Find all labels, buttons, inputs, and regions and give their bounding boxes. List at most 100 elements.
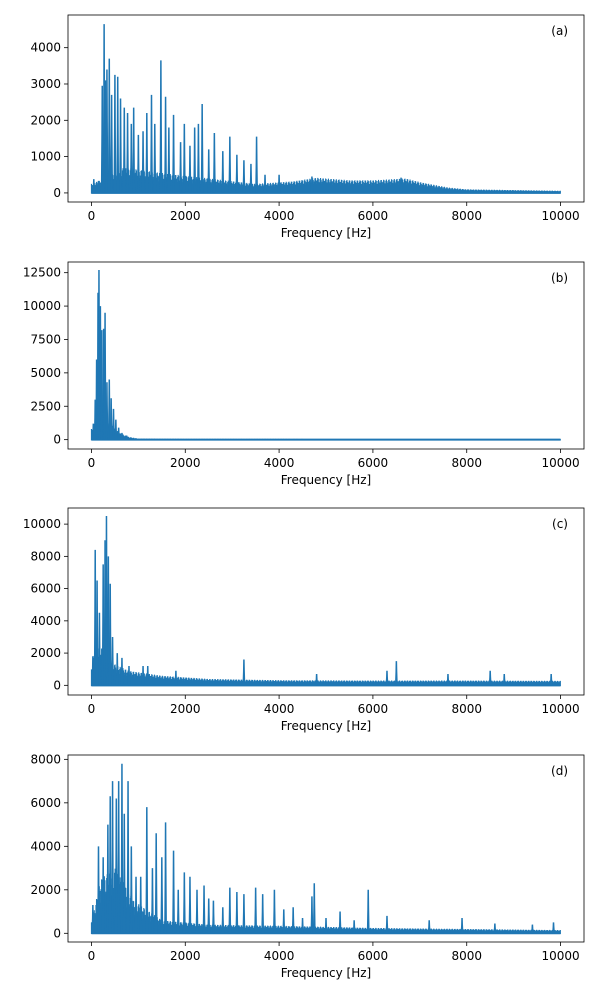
- axes-frame-0: [67, 14, 585, 203]
- series-peak-3-29: [235, 891, 239, 934]
- y-tick-label-0-1: 1000: [30, 150, 61, 164]
- y-tick-label-2-5: 10000: [23, 517, 61, 531]
- y-tick-label-1-5: 12500: [23, 266, 61, 280]
- series-peak-3-5: [111, 781, 114, 934]
- series-peak-3-14: [145, 807, 149, 934]
- chart-panel-3: 0 2000 4000 6000 8000 10000 0 2000 4000 6000 8000 F…: [30, 752, 585, 980]
- series-peak-2-17: [315, 674, 319, 686]
- panel-tag-0: (a): [551, 24, 568, 38]
- x-tick-label-2-0: 0: [88, 702, 96, 716]
- series-peak-2-7: [106, 556, 110, 686]
- series-peak-3-44: [427, 920, 431, 934]
- series-peak-0-19: [153, 123, 157, 193]
- series-peak-2-4: [101, 564, 105, 686]
- series-peak-3-21: [182, 872, 186, 934]
- series-peak-3-36: [301, 918, 304, 934]
- series-peak-3-4: [108, 796, 112, 934]
- series-peak-1-15: [120, 432, 124, 440]
- series-peak-0-40: [310, 176, 314, 193]
- series-peak-1-0: [91, 423, 95, 440]
- axes-frame-1: [67, 261, 585, 450]
- series-peak-3-37: [310, 896, 314, 934]
- series-peak-3-32: [261, 894, 265, 934]
- x-tick-label-0-5: 10000: [541, 209, 579, 223]
- series-peak-1-8: [103, 312, 107, 440]
- series-peak-2-3: [98, 612, 101, 686]
- series-peak-0-0: [92, 179, 96, 193]
- series-group-0-0: [90, 24, 561, 194]
- series-peak-2-9: [111, 636, 114, 686]
- x-tick-label-0-0: 0: [88, 209, 96, 223]
- x-axis-label-1: Frequency [Hz]: [281, 473, 372, 487]
- y-tick-label-1-4: 10000: [23, 299, 61, 313]
- series-peak-3-6: [114, 798, 118, 934]
- y-tick-label-2-2: 4000: [30, 614, 61, 628]
- series-peak-0-6: [107, 58, 111, 193]
- series-peak-2-14: [146, 665, 150, 686]
- series-peak-3-7: [117, 781, 121, 934]
- series-peak-0-27: [193, 127, 197, 193]
- series-peak-0-9: [116, 76, 120, 193]
- x-tick-label-1-4: 8000: [451, 456, 482, 470]
- y-tick-label-0-2: 2000: [30, 113, 61, 127]
- series-peak-3-41: [352, 920, 356, 934]
- series-peak-0-37: [255, 136, 258, 193]
- series-peak-3-16: [154, 833, 158, 934]
- series-peak-3-2: [101, 857, 105, 934]
- series-peak-3-42: [366, 889, 370, 934]
- series-peak-3-23: [195, 889, 199, 934]
- series-peak-0-31: [212, 133, 216, 193]
- series-peak-3-26: [212, 900, 215, 934]
- series-peak-0-36: [249, 163, 253, 193]
- series-peak-0-28: [197, 123, 200, 193]
- x-tick-label-2-5: 10000: [541, 702, 579, 716]
- series-peak-3-24: [202, 885, 206, 934]
- y-tick-label-2-4: 8000: [30, 549, 61, 563]
- series-peak-3-46: [493, 923, 497, 934]
- chart-panel-2: 0 2000 4000 6000 8000 10000 0 2000 4000 6000 8000 1…: [23, 507, 585, 733]
- series-peak-2-0: [91, 656, 95, 686]
- y-tick-label-3-3: 6000: [30, 796, 61, 810]
- series-peak-0-18: [150, 94, 153, 193]
- x-tick-label-1-0: 0: [88, 456, 96, 470]
- x-tick-label-1-1: 2000: [170, 456, 201, 470]
- series-peak-0-1: [97, 180, 100, 193]
- series-peak-0-26: [188, 145, 192, 193]
- y-tick-label-1-3: 7500: [30, 332, 61, 346]
- series-peak-0-5: [105, 69, 109, 193]
- series-peak-1-13: [114, 419, 118, 440]
- axes-frame-3: [67, 754, 585, 943]
- y-tick-label-1-2: 5000: [30, 366, 61, 380]
- series-peak-0-14: [132, 107, 136, 193]
- x-tick-label-0-2: 4000: [264, 209, 295, 223]
- series-peak-2-10: [115, 653, 119, 686]
- y-tick-label-2-3: 6000: [30, 582, 61, 596]
- y-tick-label-0-4: 4000: [30, 41, 61, 55]
- series-peak-3-39: [324, 918, 328, 934]
- series-peak-0-41: [399, 177, 403, 193]
- x-tick-label-1-3: 6000: [358, 456, 389, 470]
- series-peak-3-11: [129, 846, 133, 934]
- series-group-1-0: [90, 270, 561, 441]
- y-tick-label-2-0: 0: [53, 678, 61, 692]
- series-peak-0-16: [141, 131, 145, 193]
- series-peak-3-17: [160, 857, 164, 934]
- x-tick-label-0-4: 8000: [451, 209, 482, 223]
- series-peak-3-15: [151, 868, 154, 934]
- series-peak-3-12: [134, 876, 138, 934]
- series-peak-0-21: [164, 96, 167, 193]
- series-peak-3-43: [385, 915, 389, 934]
- series-peak-0-23: [172, 114, 175, 193]
- series-peak-0-24: [179, 142, 182, 193]
- series-peak-3-1: [97, 846, 100, 934]
- series-peak-3-45: [460, 918, 464, 934]
- series-peak-0-17: [145, 113, 149, 193]
- series-peak-3-13: [139, 876, 143, 934]
- series-peak-3-38: [312, 883, 316, 934]
- series-peak-3-3: [106, 824, 110, 934]
- x-tick-label-2-1: 2000: [170, 702, 201, 716]
- series-peak-0-38: [263, 174, 267, 193]
- series-peak-2-21: [488, 670, 492, 686]
- series-peak-2-11: [120, 657, 124, 686]
